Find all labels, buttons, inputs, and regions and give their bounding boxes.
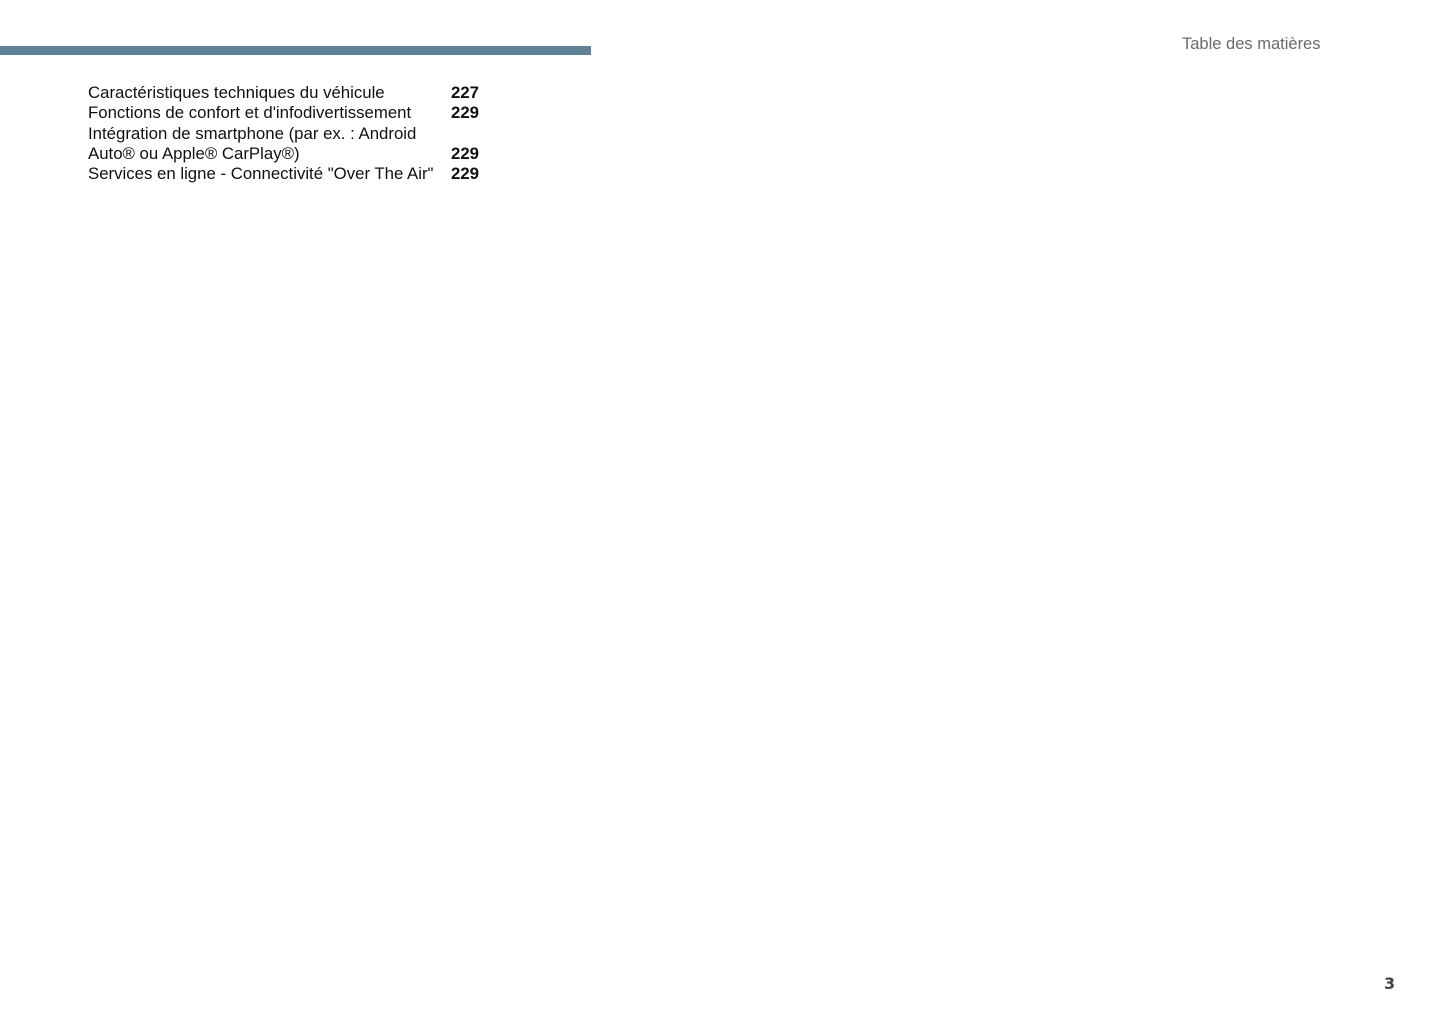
page-number: 3 xyxy=(1384,974,1396,993)
table-of-contents: Caractéristiques techniques du véhicule … xyxy=(88,83,479,184)
toc-entry[interactable]: Fonctions de confort et d'infodivertisse… xyxy=(88,103,479,123)
toc-entry[interactable]: Caractéristiques techniques du véhicule … xyxy=(88,83,479,103)
toc-entry-label-line2: Auto® ou Apple® CarPlay®) xyxy=(88,143,300,163)
toc-entry-page: 229 xyxy=(451,103,479,123)
section-title: Table des matières xyxy=(1182,35,1321,53)
toc-entry-page: 227 xyxy=(451,83,479,102)
toc-entry[interactable]: Services en ligne - Connectivité "Over T… xyxy=(88,164,479,184)
header-accent-bar xyxy=(0,46,591,55)
toc-entry[interactable]: Intégration de smartphone (par ex. : And… xyxy=(88,124,479,165)
toc-entry-label: Fonctions de confort et d'infodivertisse… xyxy=(88,103,412,123)
toc-entry-page: 229 xyxy=(451,164,479,184)
toc-entry-label-line1: Intégration de smartphone (par ex. : And… xyxy=(88,123,417,143)
toc-entry-label: Caractéristiques techniques du véhicule xyxy=(88,83,385,102)
toc-entry-page: 229 xyxy=(451,143,479,163)
toc-entry-label: Services en ligne - Connectivité "Over T… xyxy=(88,164,434,184)
